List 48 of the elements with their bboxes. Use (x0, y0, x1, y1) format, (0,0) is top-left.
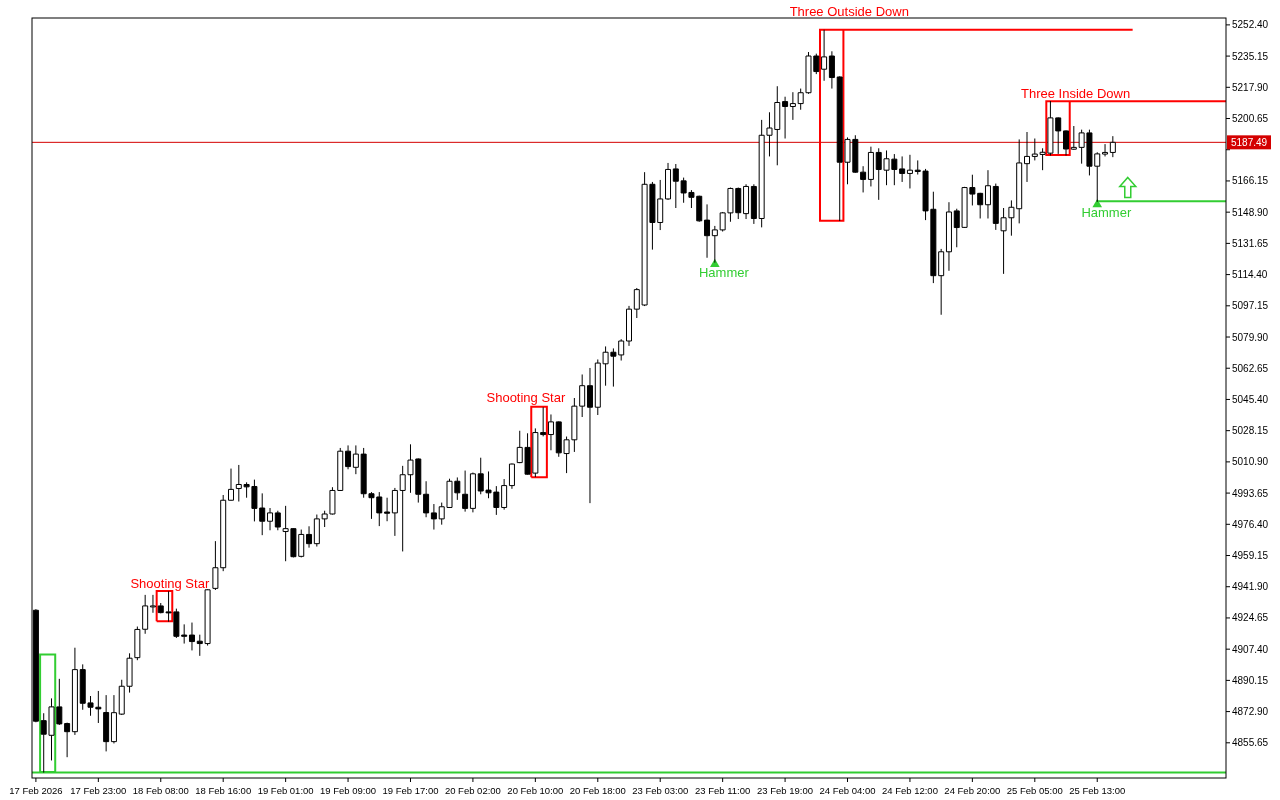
x-tick-label: 24 Feb 12:00 (881, 784, 938, 796)
x-tick-label: 20 Feb 10:00 (507, 784, 564, 796)
y-tick-label: 5252.40 (1232, 19, 1269, 31)
x-tick-label: 23 Feb 19:00 (757, 784, 814, 796)
y-tick-label: 4890.15 (1232, 674, 1269, 686)
annotation: Three Outside Down (789, 3, 909, 19)
x-tick-label: 19 Feb 17:00 (382, 784, 439, 796)
y-tick-label: 4907.40 (1232, 643, 1269, 655)
y-tick-label: 5079.90 (1232, 331, 1269, 343)
y-tick-label: 5114.40 (1232, 269, 1268, 281)
y-tick-label: 5045.40 (1232, 393, 1269, 405)
annotation: Hammer (1081, 205, 1132, 221)
x-tick-label: 25 Feb 05:00 (1006, 784, 1063, 796)
x-tick-label: 18 Feb 16:00 (195, 784, 252, 796)
x-tick-label: 19 Feb 01:00 (257, 784, 314, 796)
y-tick-label: 5010.90 (1232, 456, 1269, 468)
x-tick-label: 23 Feb 03:00 (632, 784, 689, 796)
y-tick-label: 4872.90 (1232, 706, 1269, 718)
x-tick-label: 17 Feb 23:00 (70, 784, 127, 796)
x-tick-label: 18 Feb 08:00 (132, 784, 189, 796)
y-tick-label: 4941.90 (1232, 581, 1269, 593)
x-tick-label: 20 Feb 02:00 (444, 784, 501, 796)
x-tick-label: 17 Feb 2026 (9, 784, 63, 796)
y-tick-label: 5148.90 (1232, 206, 1269, 218)
y-tick-label: 5131.65 (1232, 237, 1269, 249)
y-tick-label: 5028.15 (1232, 425, 1269, 437)
x-tick-label: 24 Feb 04:00 (819, 784, 876, 796)
y-tick-label: 5217.90 (1232, 81, 1269, 93)
ref-line-label: 5187.49 (1231, 136, 1268, 148)
x-tick-label: 25 Feb 13:00 (1069, 784, 1126, 796)
annotation: Three Inside Down (1021, 85, 1131, 101)
y-tick-label: 4976.40 (1232, 518, 1269, 530)
y-tick-label: 4924.65 (1232, 612, 1269, 624)
annotation: Shooting Star (486, 389, 566, 405)
x-tick-label: 19 Feb 09:00 (320, 784, 377, 796)
x-tick-label: 20 Feb 18:00 (569, 784, 626, 796)
y-tick-label: 4993.65 (1232, 487, 1269, 499)
x-tick-label: 23 Feb 11:00 (695, 784, 751, 796)
y-tick-label: 4959.15 (1232, 550, 1269, 562)
y-tick-label: 5062.65 (1232, 362, 1269, 374)
x-tick-label: 24 Feb 20:00 (944, 784, 1001, 796)
annotation: Hammer (698, 265, 750, 281)
y-tick-label: 5235.15 (1232, 50, 1269, 62)
annotation: Shooting Star (130, 575, 210, 591)
y-tick-label: 5166.15 (1232, 175, 1269, 187)
y-tick-label: 4855.65 (1232, 737, 1269, 749)
y-tick-label: 5200.65 (1232, 113, 1269, 125)
y-tick-label: 5097.15 (1232, 300, 1269, 312)
